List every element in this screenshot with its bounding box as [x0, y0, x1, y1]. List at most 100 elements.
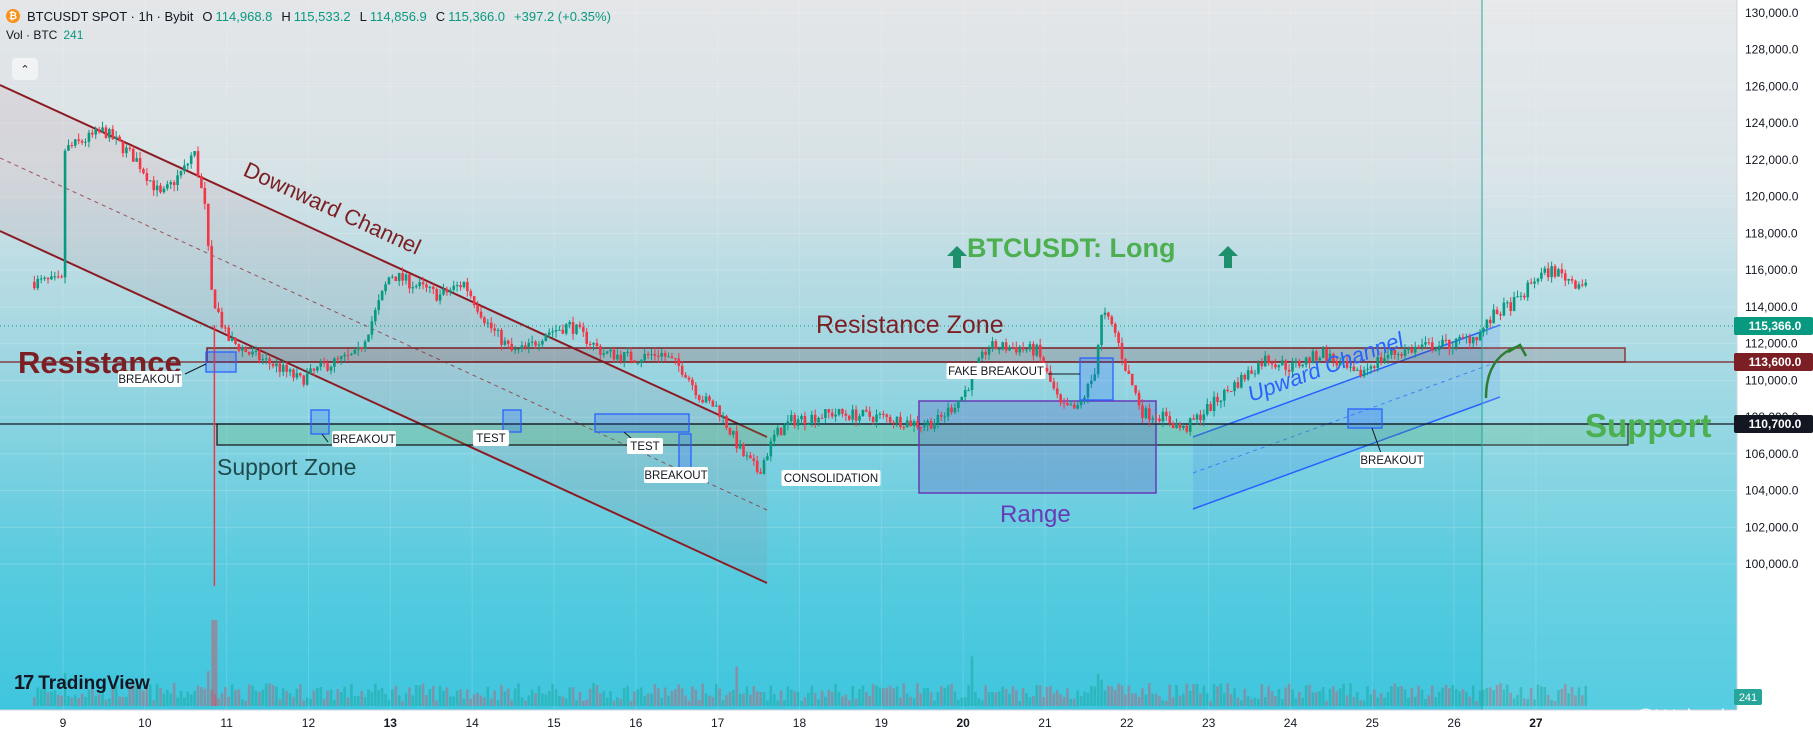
volume-bar [244, 700, 248, 706]
volume-bar [53, 690, 57, 706]
volume-bar [1581, 695, 1584, 706]
volume-bar [1124, 694, 1127, 706]
volume-bar [708, 695, 711, 706]
volume-bar [237, 689, 241, 706]
time-tick-label: 27 [1529, 716, 1543, 730]
candle-body [46, 277, 50, 280]
price-axis[interactable] [1737, 0, 1813, 744]
volume-bar [899, 697, 902, 706]
candle-body [950, 407, 953, 413]
close-value: 115,366.0 [448, 8, 506, 24]
candle-body [421, 282, 425, 285]
candle-body [425, 284, 428, 288]
volume-bar [684, 695, 687, 706]
time-tick-label: 20 [956, 716, 970, 730]
candle-body [275, 363, 278, 367]
volume-row[interactable]: Vol · BTC 241 [6, 28, 611, 42]
candle-body [1202, 414, 1206, 421]
volume-bar [547, 691, 551, 706]
symbol-line[interactable]: BTCUSDT SPOT · 1h · Bybit [27, 8, 194, 24]
tradingview-logo[interactable]: 17 TradingView [14, 672, 150, 695]
candle-body [1059, 394, 1062, 403]
volume-bar [1178, 695, 1182, 706]
volume-bar [1400, 685, 1403, 706]
candle-body [1069, 404, 1073, 406]
svg-text:110,700.0: 110,700.0 [1749, 417, 1802, 431]
volume-bar [885, 687, 889, 706]
candle-body [1246, 370, 1250, 380]
candle-body [1345, 361, 1349, 368]
volume-bar [506, 688, 510, 706]
volume-bar [462, 698, 466, 706]
volume-bar [554, 689, 558, 706]
candle-body [844, 413, 848, 416]
time-tick-label: 9 [60, 716, 67, 730]
candle-body [1062, 402, 1066, 404]
candle-body [882, 413, 885, 415]
candle-body [834, 414, 837, 417]
volume-bar [1277, 689, 1281, 706]
volume-bar [210, 689, 213, 706]
collapse-legend-button[interactable]: ⌃ [12, 58, 38, 80]
volume-bar [905, 693, 909, 706]
volume-bar [1543, 687, 1547, 706]
candle-body [1195, 414, 1199, 420]
candle-body [1413, 346, 1417, 353]
volume-bar [172, 683, 176, 706]
time-tick-label: 21 [1038, 716, 1052, 730]
annotation-tag: BREAKOUT [644, 467, 708, 483]
tradingview-logo-text: TradingView [38, 672, 150, 694]
volume-bar [435, 700, 438, 706]
candle-body [466, 282, 469, 291]
volume-bar [401, 700, 404, 706]
candle-body [1120, 342, 1124, 360]
volume-bar [1424, 699, 1427, 706]
volume-bar [360, 690, 363, 706]
volume-bar [1161, 700, 1165, 706]
candle-body [1557, 269, 1560, 277]
volume-bar [616, 697, 619, 706]
volume-bar [902, 683, 906, 706]
candle-body [960, 396, 964, 401]
volume-bar [1328, 688, 1332, 706]
volume-bar [1171, 697, 1175, 706]
candle-body [786, 421, 790, 425]
volume-bar [933, 700, 936, 706]
volume-bar [639, 687, 643, 706]
candle-body [912, 421, 916, 427]
symbol-row[interactable]: ₿ BTCUSDT SPOT · 1h · Bybit O 114,968.8 H… [6, 6, 611, 26]
candle-body [622, 352, 626, 362]
volume-bar [336, 689, 340, 706]
candle-body [210, 245, 213, 290]
volume-bar [1519, 687, 1523, 706]
candle-body [909, 420, 912, 427]
volume-bar [1015, 690, 1018, 706]
candle-body [183, 165, 186, 172]
volume-bar [769, 685, 773, 706]
candle-body [329, 366, 333, 371]
volume-bar [329, 689, 333, 706]
time-tick-label: 14 [465, 716, 479, 730]
time-axis[interactable] [0, 710, 1737, 744]
candle-body [800, 415, 803, 420]
candle-body [1393, 350, 1397, 355]
candle-body [946, 407, 950, 417]
candle-body [476, 305, 479, 312]
volume-bar [442, 690, 445, 706]
candle-body [1373, 366, 1376, 368]
candle-body [360, 347, 363, 349]
candle-body [677, 358, 681, 366]
volume-bar [80, 693, 84, 706]
volume-bar [517, 683, 520, 706]
candle-body [148, 180, 152, 182]
candle-body [633, 360, 636, 363]
volume-bar [834, 683, 837, 706]
volume-bar [121, 696, 125, 706]
volume-bar [39, 689, 43, 706]
candle-body [1543, 268, 1547, 273]
candle-body [657, 355, 660, 357]
volume-bar [892, 688, 895, 706]
candle-body [1396, 354, 1400, 356]
